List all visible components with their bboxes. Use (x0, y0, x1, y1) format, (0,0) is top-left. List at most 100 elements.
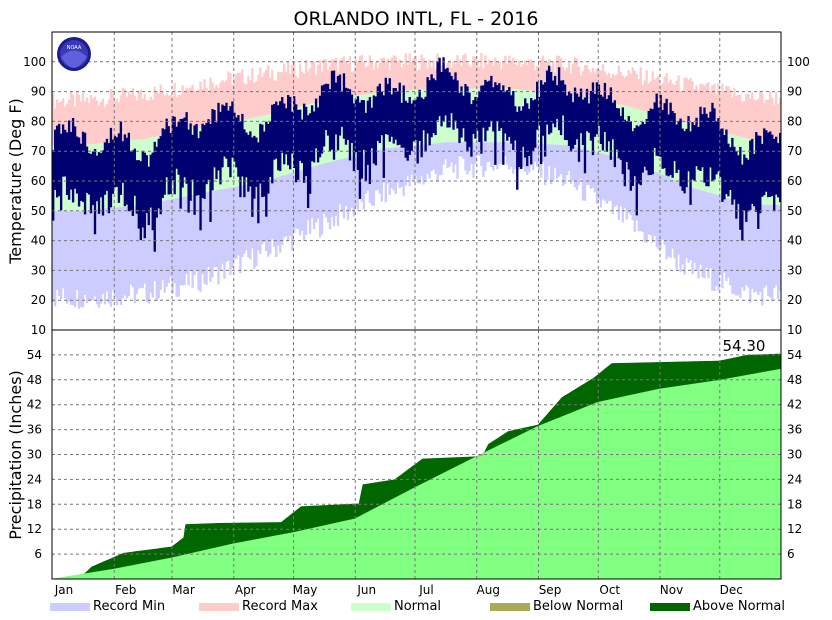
record-max-bar (607, 72, 611, 103)
record-max-bar (225, 80, 228, 123)
actual-temperature-bar (681, 128, 684, 191)
record-min-bar (233, 186, 236, 260)
record-min-bar (171, 199, 174, 294)
record-max-bar (304, 59, 308, 106)
record-max-bar (127, 91, 131, 141)
legend-label: Record Min (93, 599, 165, 614)
record-max-bar (478, 66, 481, 89)
record-max-bar (368, 55, 372, 95)
record-min-bar (396, 147, 399, 183)
record-min-bar (99, 208, 103, 304)
record-min-bar (472, 142, 475, 178)
record-min-bar (67, 210, 71, 302)
record-max-bar (631, 67, 634, 108)
record-max-bar (271, 70, 274, 114)
record-min-bar (394, 147, 397, 195)
record-min-bar (402, 146, 405, 197)
actual-temperature-bar (691, 122, 694, 180)
record-max-bar (669, 79, 672, 119)
record-max-bar (647, 83, 650, 113)
record-min-bar (625, 159, 628, 220)
actual-temperature-bar (532, 100, 535, 151)
record-min-bar (442, 142, 445, 165)
record-min-bar (115, 207, 119, 306)
record-min-bar (601, 153, 605, 200)
record-max-bar (340, 58, 344, 99)
record-min-bar (675, 181, 678, 270)
actual-temperature-bar (430, 74, 433, 138)
temperature-y-tick-right: 50 (787, 204, 802, 218)
actual-temperature-bar (677, 120, 680, 170)
actual-temperature-bar (306, 115, 310, 208)
record-max-bar (209, 77, 212, 127)
record-min-bar (219, 189, 222, 271)
record-min-bar (448, 142, 451, 167)
record-max-bar (424, 62, 427, 90)
actual-temperature-bar (101, 150, 105, 216)
record-max-bar (641, 84, 644, 111)
actual-temperature-bar (426, 77, 429, 134)
record-min-bar (55, 210, 59, 290)
actual-temperature-bar (617, 108, 621, 159)
actual-temperature-bar (573, 87, 577, 145)
actual-temperature-bar (163, 129, 166, 195)
actual-temperature-bar (388, 78, 391, 142)
actual-temperature-bar (460, 86, 463, 138)
record-max-bar (701, 84, 704, 128)
actual-temperature-bar (233, 112, 236, 162)
temperature-grid (52, 32, 781, 330)
record-min-bar (460, 142, 463, 157)
actual-temperature-bar (510, 95, 513, 144)
chart-title: ORLANDO INTL, FL - 2016 (294, 8, 539, 30)
record-max-bar (528, 59, 531, 91)
record-max-bar (498, 61, 501, 89)
record-min-bar (583, 149, 587, 201)
precipitation-y-tick-right: 12 (787, 522, 802, 536)
record-max-bar (476, 60, 479, 89)
record-min-bar (338, 159, 342, 205)
record-max-bar (193, 90, 196, 130)
record-max-bar (765, 99, 768, 140)
temperature-y-tick-right: 90 (787, 85, 802, 99)
record-max-bar (239, 72, 242, 121)
record-max-bar (119, 95, 123, 142)
temperature-y-tick-right: 20 (787, 293, 802, 307)
normal-bar (63, 145, 67, 211)
actual-temperature-bar (448, 72, 451, 128)
noaa-logo: NOAA (57, 37, 91, 71)
record-min-bar (344, 158, 348, 206)
actual-temperature-bar (719, 128, 722, 178)
record-min-bar (450, 142, 453, 163)
record-max-bar (593, 72, 597, 100)
record-max-bar (181, 85, 184, 132)
precipitation-y-tick-left: 30 (27, 448, 42, 462)
record-min-bar (587, 150, 591, 186)
actual-temperature-bar (518, 106, 521, 168)
actual-temperature-bar (145, 155, 148, 214)
record-min-bar (685, 185, 688, 259)
actual-temperature-bar (121, 141, 125, 183)
temperature-y-tick-left: 40 (31, 234, 46, 248)
actual-temperature-bar (73, 126, 77, 189)
record-max-bar (466, 63, 469, 89)
actual-temperature-bar (737, 155, 740, 204)
record-min-bar (661, 174, 664, 240)
actual-temperature-bar (332, 70, 336, 160)
actual-temperature-bar (771, 134, 774, 196)
record-max-bar (472, 56, 475, 89)
actual-temperature-bar (283, 103, 286, 165)
record-max-bar (605, 74, 609, 103)
record-min-bar (177, 197, 180, 297)
record-min-bar (227, 188, 230, 261)
record-min-bar (179, 197, 182, 286)
record-max-bar (169, 95, 172, 134)
above-normal-area (52, 353, 781, 579)
actual-temperature-bar (310, 105, 314, 162)
record-min-bar (95, 209, 99, 305)
actual-temperature-bar (512, 90, 515, 151)
record-min-bar (504, 142, 507, 156)
record-min-bar (440, 142, 443, 175)
record-max-bar (687, 79, 690, 124)
record-max-bar (273, 80, 276, 114)
temperature-y-tick-left: 50 (31, 204, 46, 218)
